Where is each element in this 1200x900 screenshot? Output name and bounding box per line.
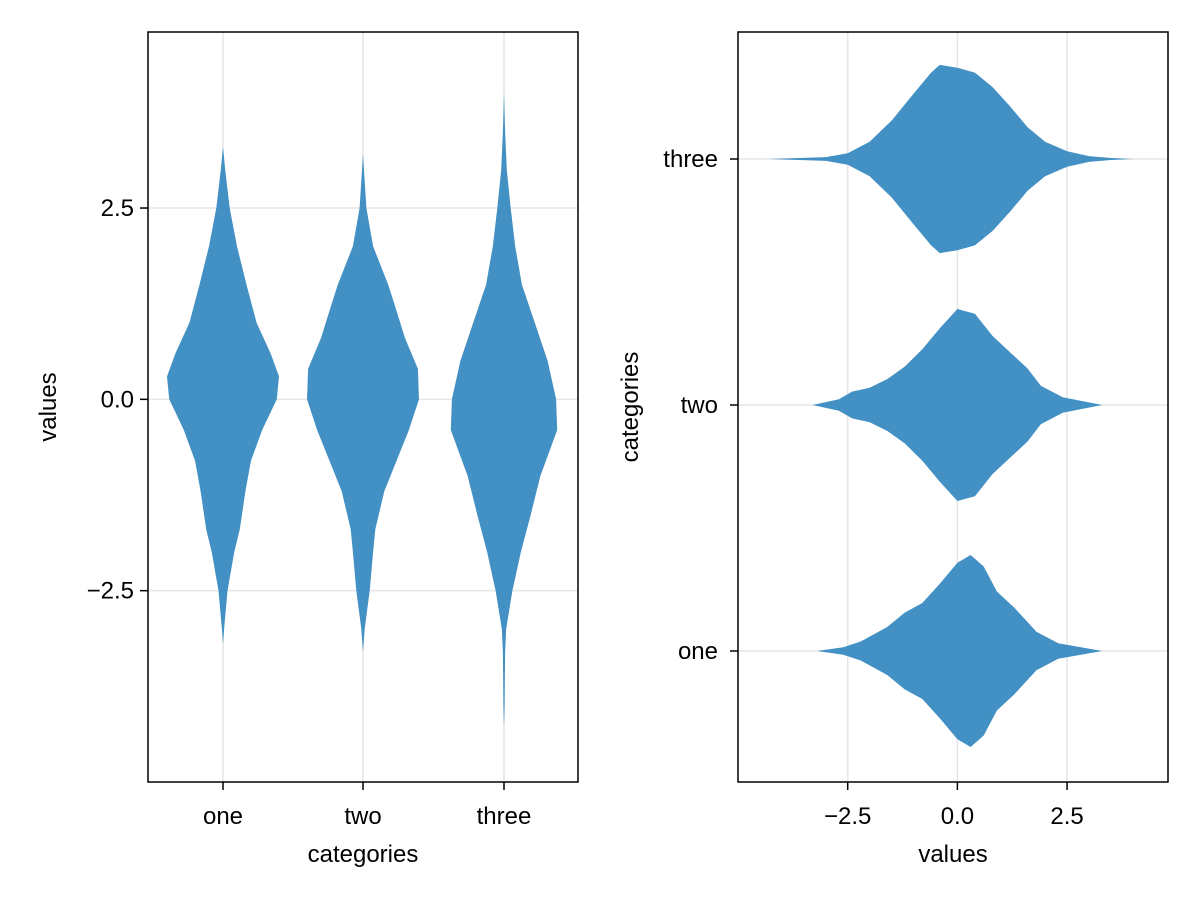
left-y-axis-label: values [35, 372, 62, 441]
right-violin-panel: −2.5 0.0 2.5 one two three values categories [617, 31, 1169, 868]
right-plot-frame [737, 31, 1169, 783]
left-y-tick-label: 2.5 [101, 195, 134, 222]
violin-two [307, 154, 419, 652]
violin-three [768, 64, 1133, 254]
right-x-tick-label: 2.5 [1050, 803, 1083, 830]
right-x-axis-label: values [918, 841, 987, 868]
right-violins [768, 64, 1133, 747]
left-x-tick-label: two [344, 803, 381, 830]
right-tick-labels: −2.5 0.0 2.5 one two three [663, 146, 1083, 830]
left-y-tick-label: −2.5 [87, 578, 134, 605]
right-y-tick-label: one [678, 638, 718, 665]
right-y-tick-label: two [681, 392, 718, 419]
violin-one [167, 146, 279, 645]
left-x-axis-label: categories [308, 841, 419, 868]
left-tick-labels: −2.5 0.0 2.5 one two three [87, 195, 532, 830]
right-y-tick-label: three [663, 146, 718, 173]
violin-three [450, 93, 558, 729]
right-y-axis-label: categories [617, 352, 644, 463]
violin-one [817, 555, 1103, 747]
left-violins [167, 93, 558, 729]
left-x-tick-label: three [477, 803, 532, 830]
right-x-tick-label: 0.0 [941, 803, 974, 830]
left-y-tick-label: 0.0 [101, 386, 134, 413]
right-x-tick-label: −2.5 [824, 803, 871, 830]
violin-two [812, 309, 1103, 501]
left-x-tick-label: one [203, 803, 243, 830]
left-violin-panel: −2.5 0.0 2.5 one two three categories values [35, 31, 579, 868]
